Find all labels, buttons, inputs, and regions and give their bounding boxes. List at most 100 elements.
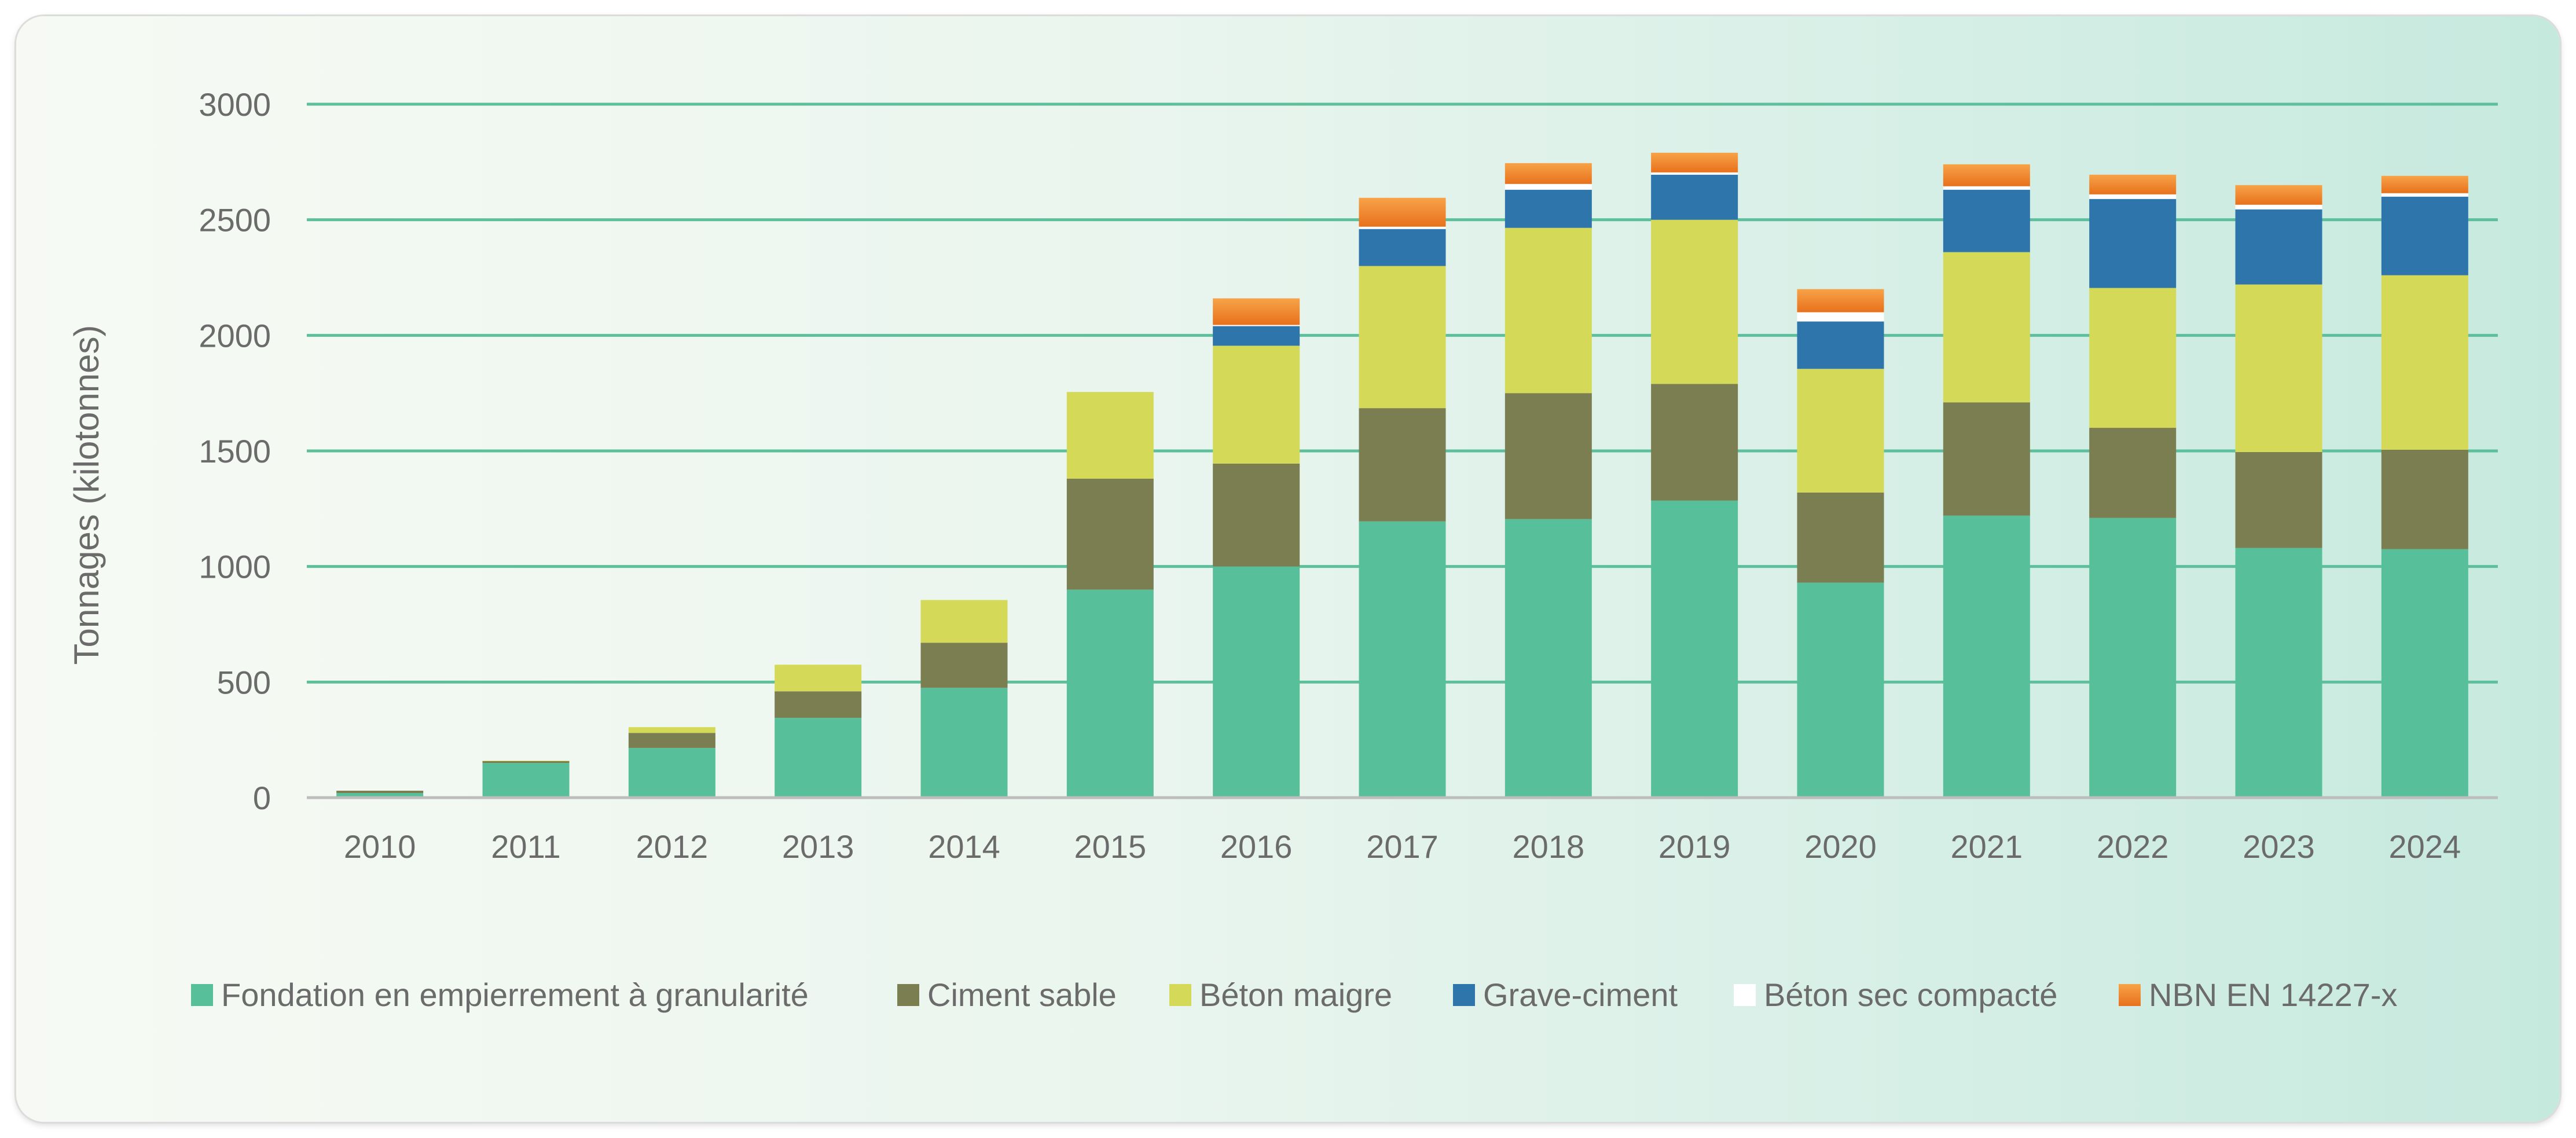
legend-swatch: [1734, 984, 1756, 1006]
bar-segment: [336, 793, 424, 798]
legend-label: Béton sec compacté: [1764, 977, 2057, 1013]
bar-segment: [1213, 566, 1300, 798]
bar-segment: [1359, 266, 1446, 409]
bar-segment: [1943, 252, 2030, 403]
bar-segment: [2381, 193, 2468, 197]
bar-segment: [2235, 185, 2322, 205]
y-tick-label: 2000: [199, 317, 271, 354]
bar-segment: [1943, 164, 2030, 186]
bar-segment: [920, 688, 1008, 798]
bar-segment: [2235, 209, 2322, 285]
y-tick-label: 2500: [199, 202, 271, 238]
bar-segment: [1504, 163, 1592, 184]
bar-segment: [1066, 392, 1154, 479]
bar-segment: [1213, 298, 1300, 325]
bar-segment: [1504, 519, 1592, 798]
x-axis: 2010 2011 2012 2013 2014 2015 2016 2017 2018 2019…: [307, 796, 2498, 865]
x-tick-label: 2019: [1658, 828, 1731, 865]
bar-segment: [1797, 369, 1884, 493]
bar-segment: [1943, 189, 2030, 252]
bar-segment: [775, 718, 862, 798]
x-tick-label: 2012: [636, 828, 709, 865]
x-tick-label: 2016: [1220, 828, 1293, 865]
bar-segment: [628, 733, 715, 748]
bar-segment: [1504, 393, 1592, 519]
bar-segment: [2089, 194, 2177, 199]
bar-segment: [1504, 227, 1592, 394]
legend: Fondation en empierrement à granularité C…: [191, 977, 2398, 1013]
bar-segment: [1651, 219, 1738, 384]
bar-segment: [1797, 289, 1884, 313]
bar-segment: [1504, 183, 1592, 190]
bar-segment: [1651, 152, 1738, 172]
bar-segment: [1943, 402, 2030, 516]
bar-segment: [628, 727, 715, 733]
y-axis-title: Tonnages (kilotonnes): [67, 325, 106, 665]
bar-segment: [1359, 226, 1446, 229]
bar-segment: [2089, 517, 2177, 798]
bar-segment: [2381, 196, 2468, 276]
y-tick-label: 3000: [199, 86, 271, 123]
bar-segment: [2089, 288, 2177, 428]
x-tick-label: 2014: [928, 828, 1000, 865]
bar-segment: [1651, 384, 1738, 501]
bar-segment: [920, 643, 1008, 688]
bar-segment: [1797, 321, 1884, 369]
x-tick-label: 2017: [1366, 828, 1439, 865]
bar-segment: [482, 763, 570, 798]
bar-segment: [1943, 186, 2030, 190]
y-tick-label: 0: [253, 780, 271, 816]
bar-segment: [775, 691, 862, 718]
y-tick-label: 500: [217, 664, 271, 700]
bar-segment: [1651, 500, 1738, 798]
bar-segment: [1504, 189, 1592, 228]
bar-segment: [2089, 199, 2177, 288]
bar-segment: [482, 761, 570, 763]
legend-label: Grave-ciment: [1483, 977, 1678, 1013]
bar-segment: [336, 791, 424, 794]
bar-segment: [1213, 346, 1300, 464]
legend-swatch: [897, 984, 919, 1006]
bar-segment: [1797, 492, 1884, 583]
x-tick-label: 2011: [491, 828, 560, 865]
legend-swatch: [1453, 984, 1475, 1006]
x-tick-label: 2013: [782, 828, 854, 865]
bar-segment: [1213, 463, 1300, 567]
x-tick-label: 2023: [2243, 828, 2315, 865]
x-tick-label: 2020: [1804, 828, 1877, 865]
y-tick-label: 1000: [199, 549, 271, 585]
bar-segment: [2089, 428, 2177, 518]
x-tick-label: 2018: [1513, 828, 1585, 865]
bar-segment: [2235, 284, 2322, 452]
bar-segment: [1651, 174, 1738, 220]
bar-segment: [2381, 275, 2468, 450]
bar-segment: [1943, 515, 2030, 798]
bar-segment: [1359, 521, 1446, 798]
bar-segment: [1066, 589, 1154, 798]
y-axis: 0 500 1000 1500 2000 2500 3000: [199, 86, 271, 816]
bar-segment: [775, 665, 862, 692]
legend-swatch: [191, 984, 213, 1006]
bar-segment: [2235, 548, 2322, 798]
bar-segment: [2381, 450, 2468, 549]
bars: [336, 152, 2468, 798]
legend-label: Fondation en empierrement à granularité: [221, 977, 809, 1013]
bar-segment: [1213, 326, 1300, 346]
bar-segment: [1359, 408, 1446, 522]
x-tick-label: 2024: [2389, 828, 2461, 865]
bar-segment: [1213, 325, 1300, 326]
x-tick-label: 2021: [1951, 828, 2023, 865]
bar-segment: [2235, 204, 2322, 210]
bar-segment: [2089, 174, 2177, 194]
bar-segment: [1359, 197, 1446, 227]
bar-segment: [1797, 582, 1884, 798]
bar-segment: [1797, 312, 1884, 322]
bar-segment: [2235, 451, 2322, 548]
x-tick-label: 2022: [2097, 828, 2169, 865]
legend-label: NBN EN 14227-x: [2149, 977, 2398, 1013]
bar-segment: [2381, 175, 2468, 193]
x-tick-label: 2015: [1074, 828, 1147, 865]
bar-segment: [1066, 478, 1154, 590]
bar-segment: [920, 600, 1008, 643]
